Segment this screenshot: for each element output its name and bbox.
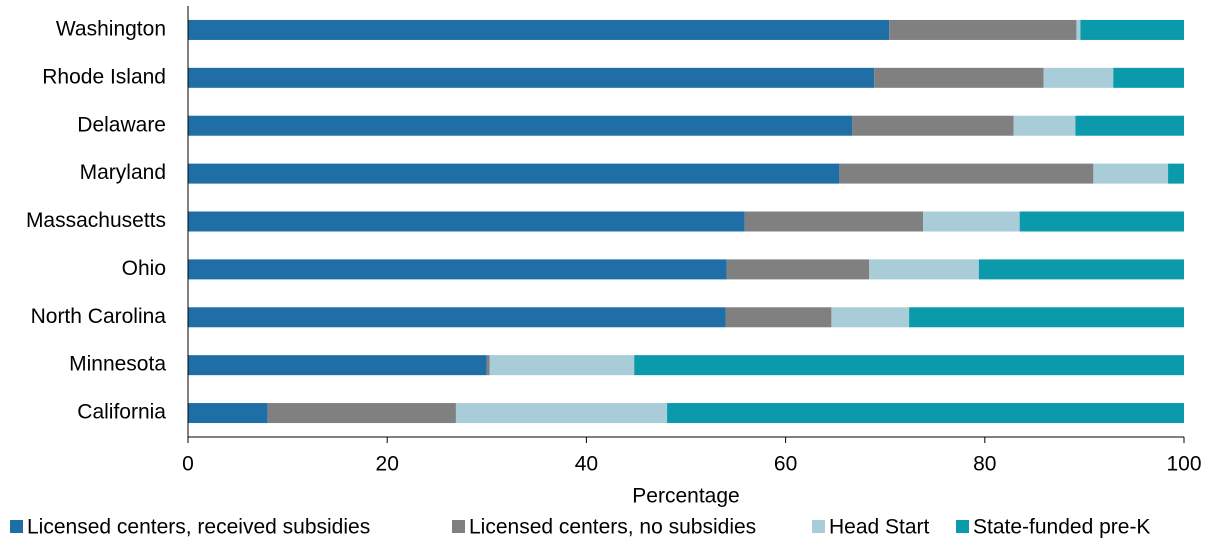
x-tick-label: 20 bbox=[376, 453, 399, 476]
bar-segment bbox=[744, 211, 924, 232]
bar-segment bbox=[489, 355, 635, 376]
bar-segment bbox=[839, 163, 1094, 184]
bar-segment bbox=[188, 19, 890, 40]
bar-segment bbox=[188, 259, 727, 280]
bar-segment bbox=[486, 355, 490, 376]
y-tick-label: Ohio bbox=[122, 257, 166, 280]
bar-segment bbox=[831, 307, 910, 328]
bar-segment bbox=[1043, 67, 1114, 88]
legend-swatch bbox=[10, 520, 23, 533]
bar-segment bbox=[634, 355, 1184, 376]
y-tick-label: California bbox=[77, 401, 166, 424]
x-axis-label: Percentage bbox=[632, 485, 739, 508]
bar-segment bbox=[1113, 67, 1184, 88]
y-tick-label: Minnesota bbox=[69, 353, 166, 376]
x-tick-label: 40 bbox=[575, 453, 598, 476]
bar-segment bbox=[188, 403, 268, 424]
bar-segment bbox=[1013, 115, 1076, 136]
bar-segment bbox=[909, 307, 1184, 328]
bar-segment bbox=[852, 115, 1014, 136]
bar-segment bbox=[1080, 19, 1184, 40]
legend-label: Licensed centers, no subsidies bbox=[469, 516, 756, 539]
bar-segment bbox=[188, 211, 745, 232]
bar-segment bbox=[869, 259, 979, 280]
x-tick-label: 80 bbox=[973, 453, 996, 476]
bar-segment bbox=[267, 403, 456, 424]
x-tick-label: 100 bbox=[1166, 453, 1201, 476]
bar-segment bbox=[889, 19, 1077, 40]
bar-segment bbox=[188, 163, 840, 184]
y-tick-label: Rhode Island bbox=[42, 65, 166, 88]
bar-segment bbox=[1168, 163, 1184, 184]
legend-swatch bbox=[452, 520, 465, 533]
bar-segment bbox=[188, 67, 875, 88]
bar-segment bbox=[1019, 211, 1184, 232]
x-tick-label: 60 bbox=[774, 453, 797, 476]
bar-segment bbox=[188, 355, 487, 376]
legend-swatch bbox=[812, 520, 825, 533]
legend-label: Head Start bbox=[829, 516, 930, 539]
legend-swatch bbox=[956, 520, 969, 533]
y-tick-label: Massachusetts bbox=[26, 209, 166, 232]
x-tick-label: 0 bbox=[182, 453, 194, 476]
legend-label: Licensed centers, received subsidies bbox=[27, 516, 370, 539]
y-tick-label: North Carolina bbox=[31, 305, 167, 328]
bar-segment bbox=[874, 67, 1044, 88]
bar-segment bbox=[726, 259, 870, 280]
bar-segment bbox=[1076, 19, 1081, 40]
bar-segment bbox=[725, 307, 832, 328]
bar-segment bbox=[455, 403, 668, 424]
y-tick-label: Delaware bbox=[77, 113, 166, 136]
bar-segment bbox=[667, 403, 1184, 424]
y-tick-label: Washington bbox=[56, 17, 166, 40]
legend-label: State-funded pre-K bbox=[973, 516, 1150, 539]
bar-segment bbox=[978, 259, 1184, 280]
bar-segment bbox=[1075, 115, 1184, 136]
bar-segment bbox=[188, 307, 726, 328]
bar-segment bbox=[1093, 163, 1169, 184]
y-tick-label: Maryland bbox=[80, 161, 166, 184]
bar-segment bbox=[188, 115, 853, 136]
bar-segment bbox=[923, 211, 1020, 232]
